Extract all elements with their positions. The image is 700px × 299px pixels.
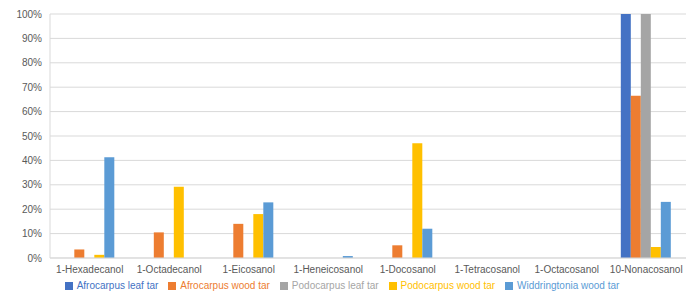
svg-text:90%: 90%: [22, 33, 42, 44]
svg-text:1-Octadecanol: 1-Octadecanol: [137, 264, 202, 275]
svg-text:1-Eicosanol: 1-Eicosanol: [223, 264, 275, 275]
svg-text:1-Tetracosanol: 1-Tetracosanol: [454, 264, 520, 275]
svg-text:10%: 10%: [22, 228, 42, 239]
svg-text:30%: 30%: [22, 179, 42, 190]
svg-text:40%: 40%: [22, 155, 42, 166]
svg-text:1-Octacosanol: 1-Octacosanol: [535, 264, 599, 275]
html-text:Podocarpus leaf tar: Podocarpus leaf tar: [291, 280, 379, 291]
svg-text:1-Hexadecanol: 1-Hexadecanol: [56, 264, 123, 275]
svg-text:70%: 70%: [22, 82, 42, 93]
svg-text:50%: 50%: [22, 131, 42, 142]
html-text:Podocarpus wood tar: Podocarpus wood tar: [400, 280, 496, 291]
html-text:Afrocarpus leaf tar: Afrocarpus leaf tar: [76, 280, 159, 291]
svg-text:20%: 20%: [22, 204, 42, 215]
svg-text:10-Nonacosanol: 10-Nonacosanol: [610, 264, 683, 275]
svg-text:80%: 80%: [22, 57, 42, 68]
svg-text:60%: 60%: [22, 106, 42, 117]
svg-text:1-Docosanol: 1-Docosanol: [380, 264, 436, 275]
svg-text:1-Heneicosanol: 1-Heneicosanol: [294, 264, 364, 275]
svg-text:0%: 0%: [28, 253, 43, 264]
html-text:Afrocarpus wood tar: Afrocarpus wood tar: [180, 280, 270, 291]
html-text:Widdringtonia wood tar: Widdringtonia wood tar: [517, 280, 620, 291]
svg-text:100%: 100%: [16, 9, 42, 20]
